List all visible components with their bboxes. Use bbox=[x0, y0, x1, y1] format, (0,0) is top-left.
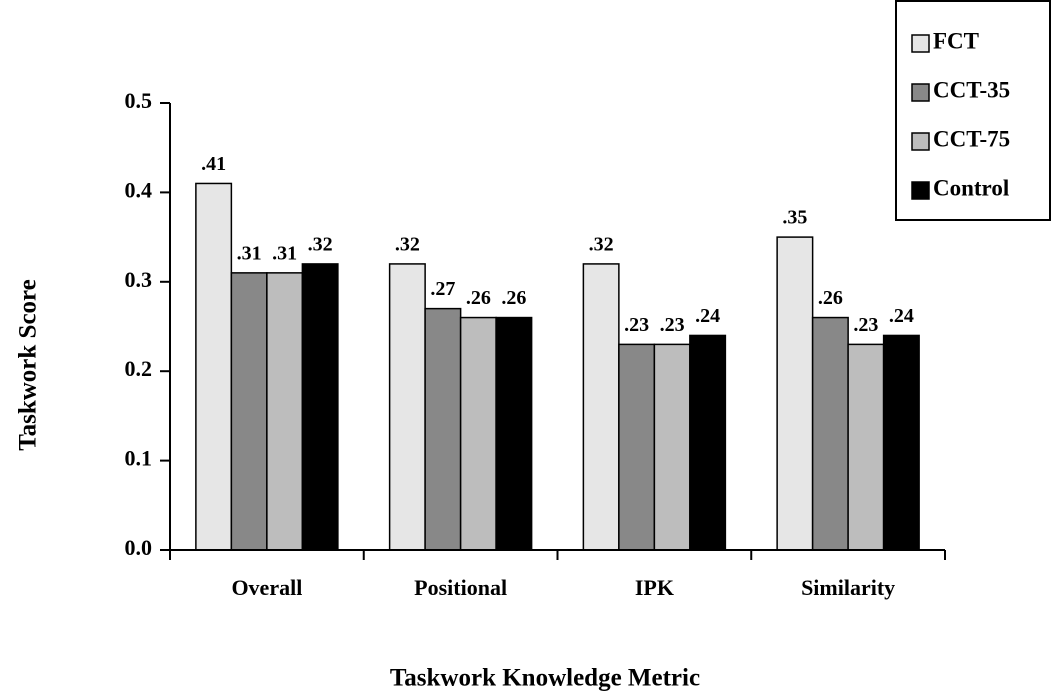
bar bbox=[230, 272, 268, 551]
y-tick-label: 0.2 bbox=[125, 356, 153, 381]
bar bbox=[776, 236, 814, 551]
value-label: .35 bbox=[782, 207, 807, 229]
y-tick-label: 0.4 bbox=[125, 177, 153, 202]
x-tick-label: Similarity bbox=[801, 575, 895, 600]
bar bbox=[388, 263, 426, 551]
legend-label: Control bbox=[933, 175, 1009, 200]
value-label: .26 bbox=[501, 287, 526, 309]
value-label: .41 bbox=[201, 153, 226, 175]
value-label: .23 bbox=[853, 314, 878, 336]
legend-swatch bbox=[911, 34, 930, 53]
bar bbox=[582, 263, 620, 551]
value-label: .24 bbox=[695, 305, 720, 327]
bar bbox=[266, 272, 304, 551]
value-label: .26 bbox=[818, 287, 843, 309]
legend-swatch bbox=[911, 181, 930, 200]
x-tick-label: IPK bbox=[635, 575, 674, 600]
y-tick-label: 0.0 bbox=[125, 535, 153, 560]
y-tick-label: 0.3 bbox=[125, 267, 153, 292]
legend-swatch bbox=[911, 83, 930, 102]
value-label: .24 bbox=[889, 305, 914, 327]
value-label: .32 bbox=[395, 234, 420, 256]
x-tick-label: Positional bbox=[414, 575, 507, 600]
x-tick-label: Overall bbox=[231, 575, 302, 600]
x-axis-label: Taskwork Knowledge Metric bbox=[390, 665, 700, 692]
value-label: .26 bbox=[466, 287, 491, 309]
bar bbox=[811, 316, 849, 551]
legend-label: FCT bbox=[933, 28, 979, 53]
value-label: .31 bbox=[272, 242, 297, 264]
value-label: .23 bbox=[624, 314, 649, 336]
value-label: .32 bbox=[589, 234, 614, 256]
bar bbox=[847, 343, 885, 551]
bar bbox=[689, 334, 727, 551]
legend-label: CCT-35 bbox=[933, 77, 1010, 102]
legend-label: CCT-75 bbox=[933, 126, 1010, 151]
value-label: .23 bbox=[660, 314, 685, 336]
bar bbox=[424, 307, 462, 551]
bar bbox=[459, 316, 497, 551]
bar bbox=[653, 343, 691, 551]
bar bbox=[495, 316, 533, 551]
bar bbox=[195, 182, 233, 551]
bar bbox=[882, 334, 920, 551]
y-tick-label: 0.5 bbox=[125, 88, 153, 113]
bar bbox=[301, 263, 339, 551]
y-axis-label: Taskwork Score bbox=[15, 279, 42, 451]
value-label: .27 bbox=[430, 278, 455, 300]
y-tick-label: 0.1 bbox=[125, 446, 153, 471]
legend-swatch bbox=[911, 132, 930, 151]
value-label: .31 bbox=[237, 242, 262, 264]
value-label: .32 bbox=[308, 234, 333, 256]
bar bbox=[618, 343, 656, 551]
